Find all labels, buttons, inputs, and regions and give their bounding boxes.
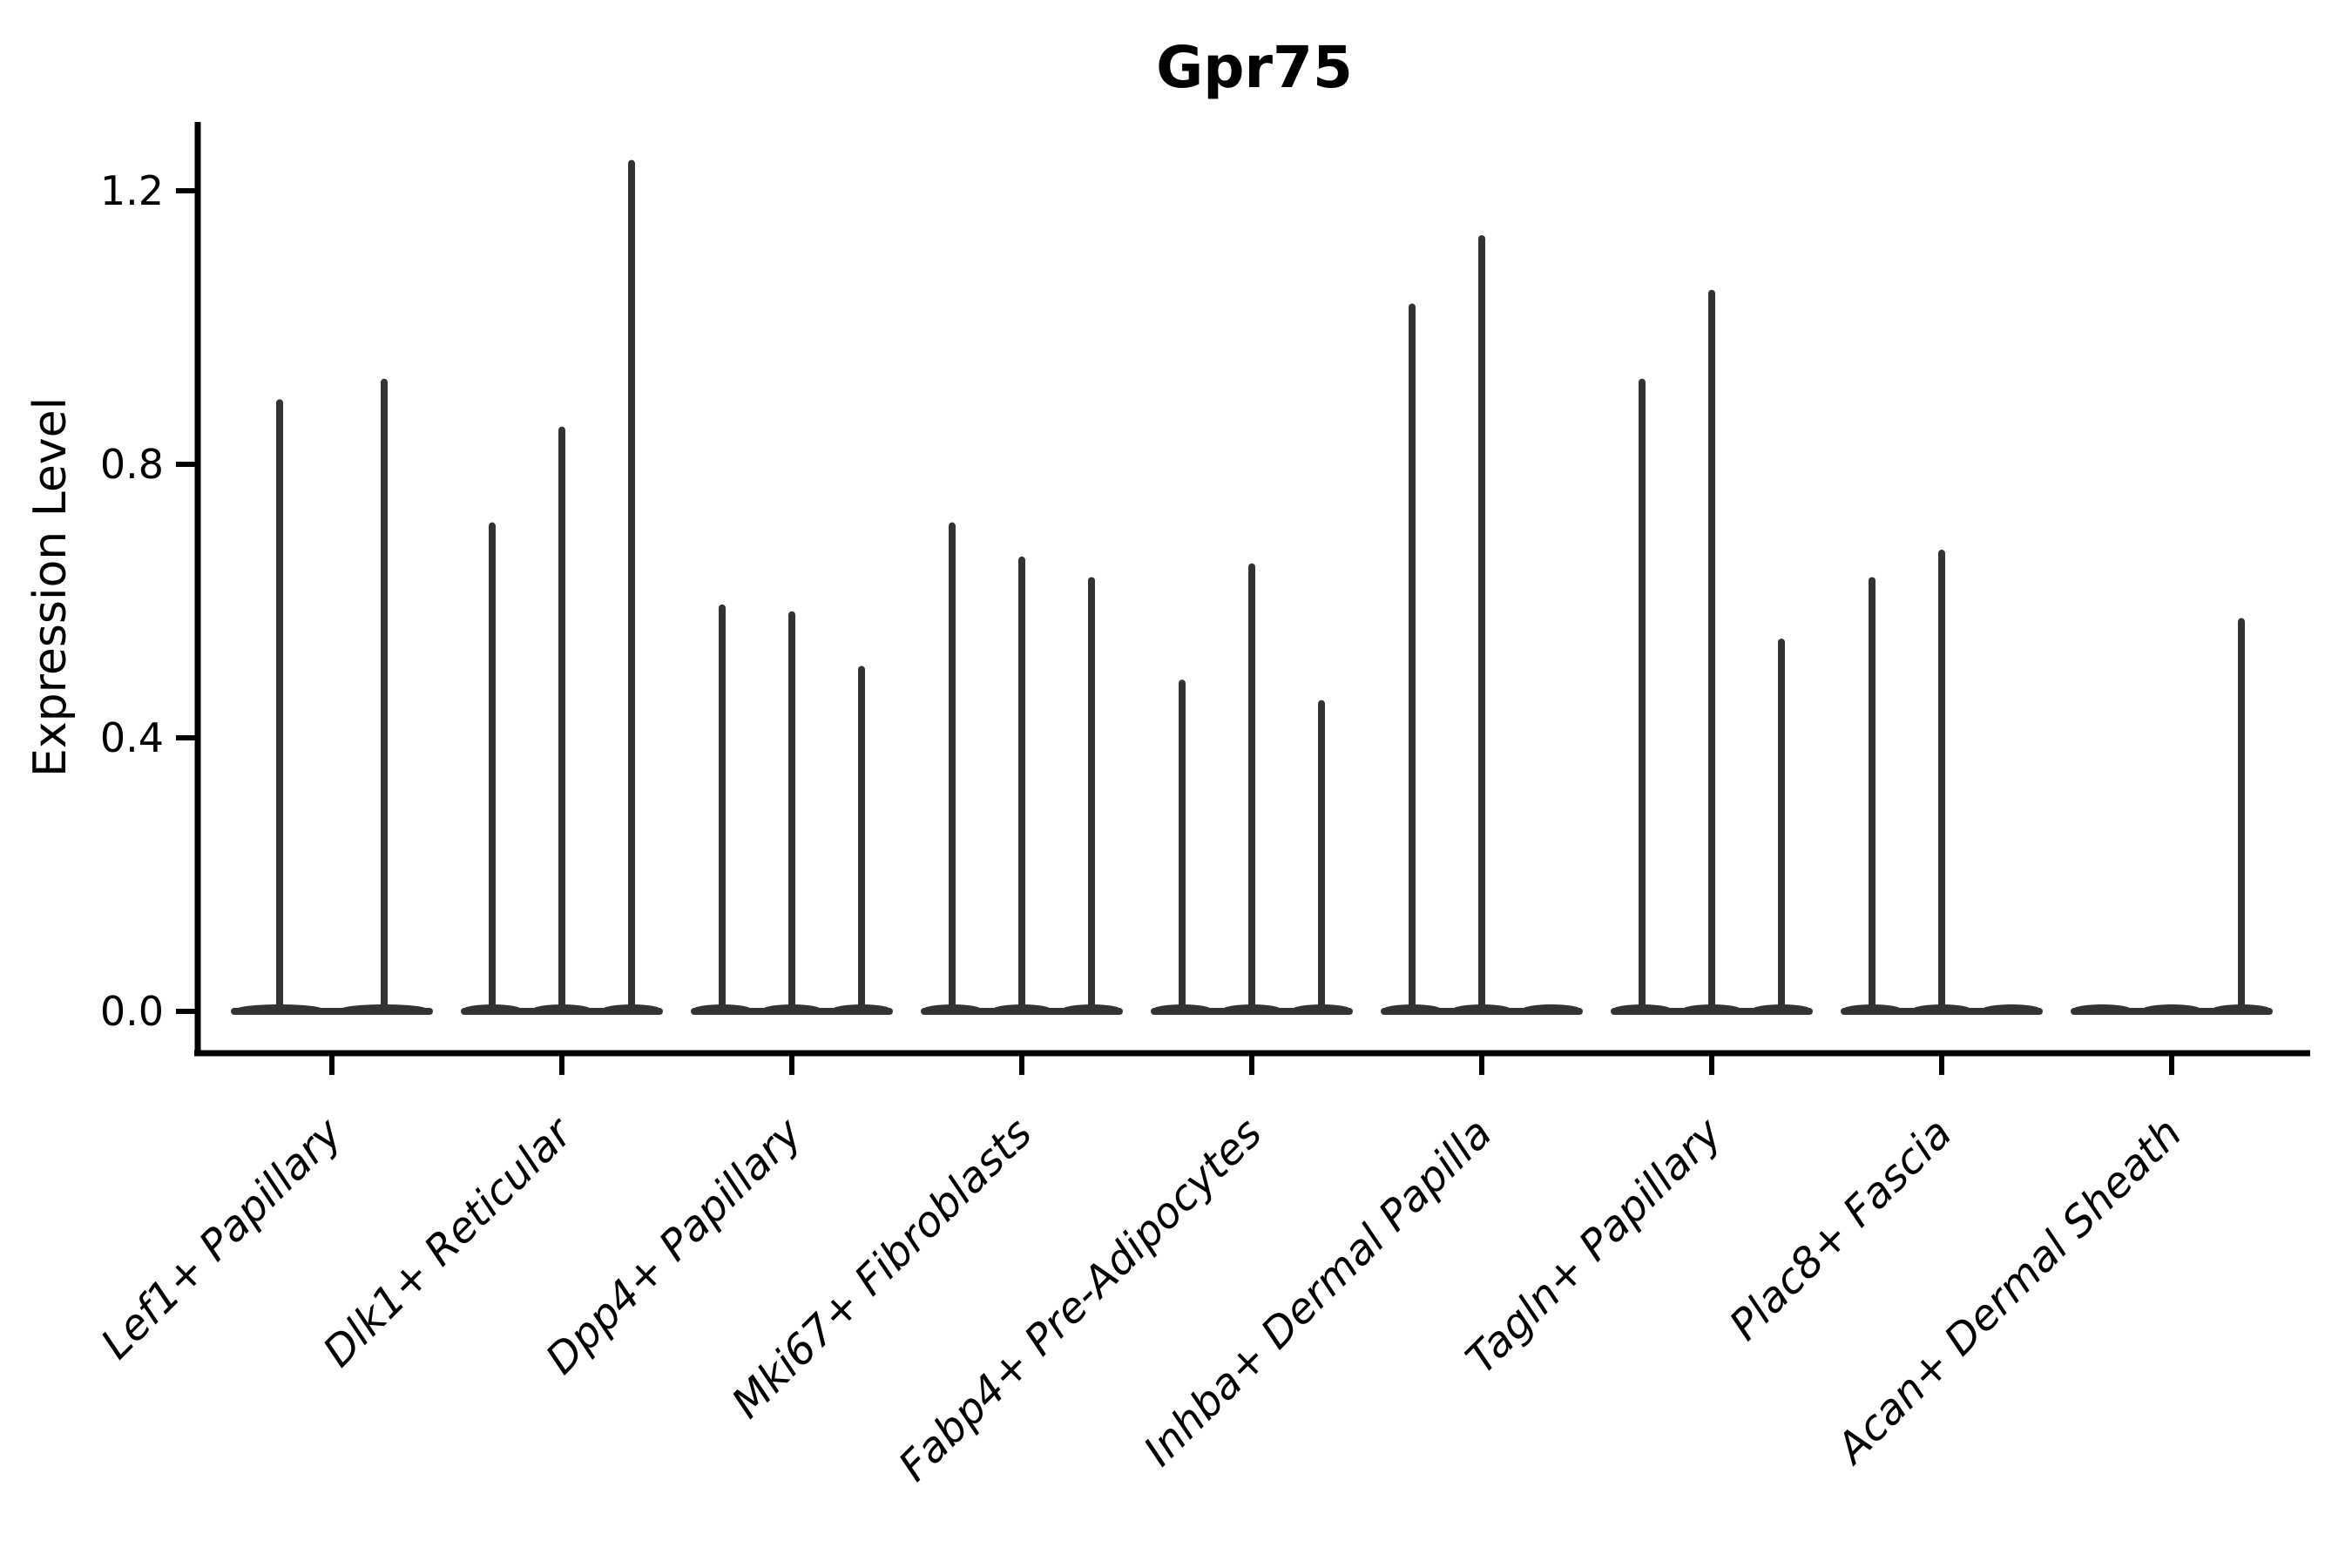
axes-layer <box>176 122 2310 1075</box>
violin-foot-bulge <box>2072 1004 2132 1015</box>
x-category-label-6: Tagln+ Papillary <box>1456 1108 1732 1383</box>
x-category-label-0: Lef1+ Papillary <box>91 1108 352 1369</box>
y-tick-label-1: 0.4 <box>100 714 164 761</box>
violin-group-5 <box>1381 234 1583 1015</box>
y-tick-label-3: 1.2 <box>100 167 164 214</box>
violin-group-2 <box>691 604 893 1015</box>
x-category-label-2: Dpp4+ Papillary <box>537 1108 812 1383</box>
violin-group-0 <box>231 378 433 1015</box>
y-tick-label-0: 0.0 <box>100 988 164 1035</box>
violin-layer <box>231 159 2273 1015</box>
y-axis-label: Expression Level <box>24 397 77 777</box>
violin-group-3 <box>921 522 1123 1015</box>
x-category-label-1: Dlk1+ Reticular <box>314 1107 584 1377</box>
x-category-label-4: Fabp4+ Pre-Adipocytes <box>889 1109 1272 1491</box>
violin-foot-bulge <box>2142 1004 2201 1015</box>
x-category-label-7: Plac8+ Fascia <box>1720 1109 1962 1350</box>
y-tick-label-2: 0.8 <box>100 441 164 488</box>
violin-group-4 <box>1151 563 1353 1015</box>
chart-title: Gpr75 <box>1156 34 1353 101</box>
violin-foot-bulge <box>1522 1004 1581 1015</box>
violin-group-8 <box>2071 618 2273 1015</box>
violin-group-1 <box>461 159 663 1015</box>
violin-foot-bulge <box>1982 1004 2041 1015</box>
violin-group-6 <box>1611 289 1813 1015</box>
violin-group-7 <box>1841 550 2043 1015</box>
